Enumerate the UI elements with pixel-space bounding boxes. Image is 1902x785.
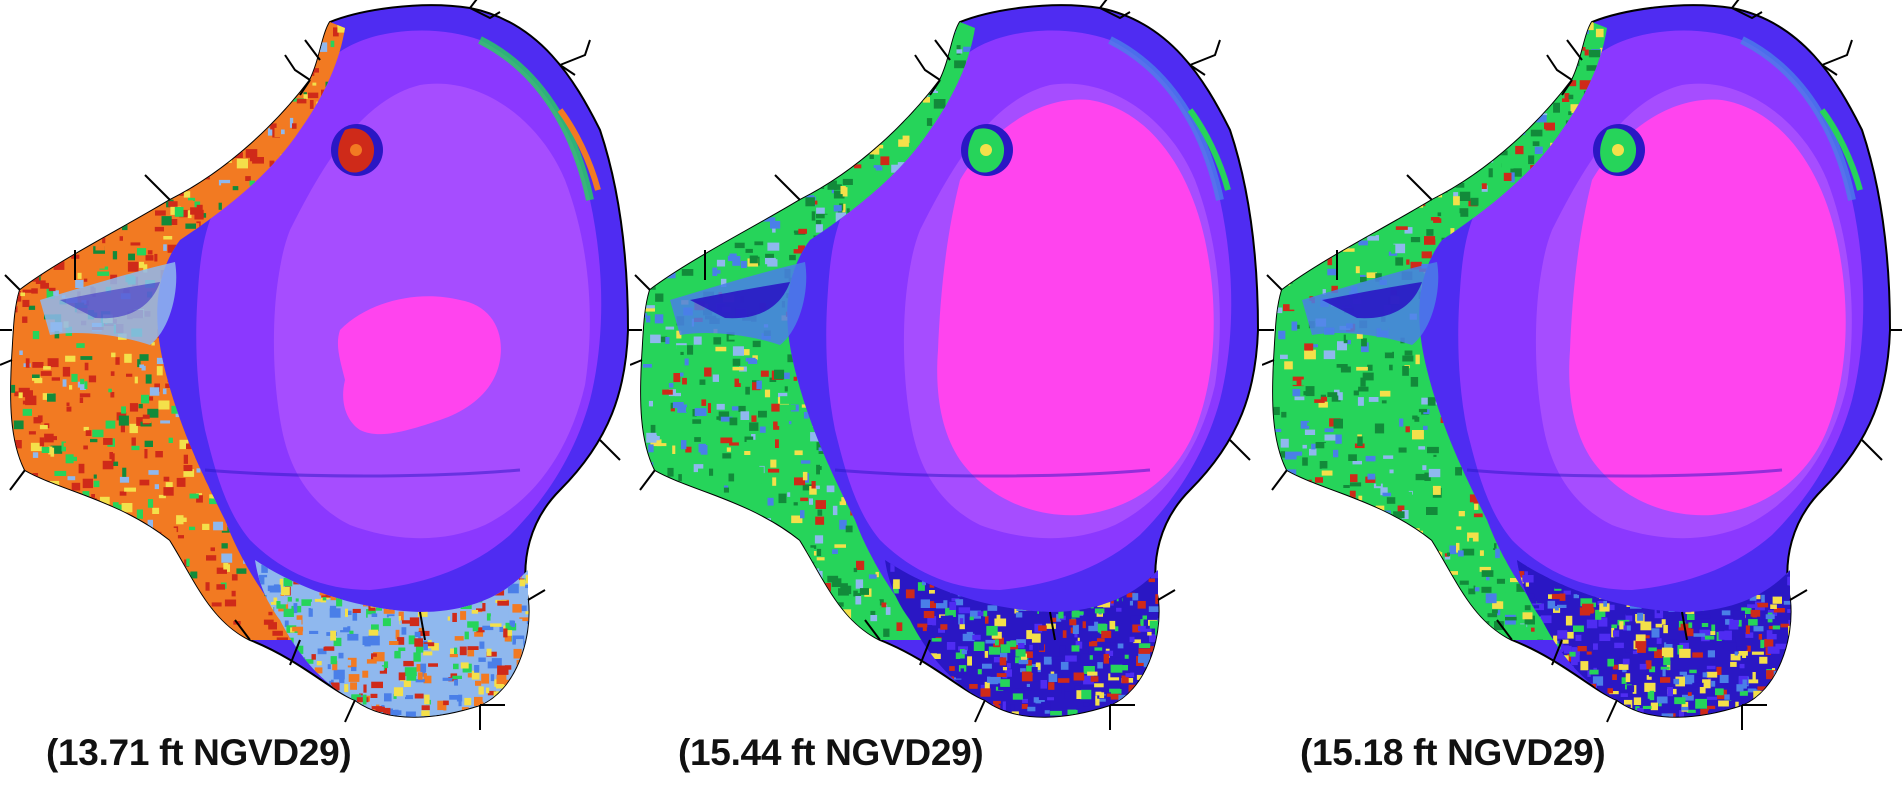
stage-caption-1: (13.71 ft NGVD29) xyxy=(46,732,352,773)
island xyxy=(1593,124,1645,176)
island xyxy=(331,124,383,176)
stage-caption-2: (15.44 ft NGVD29) xyxy=(678,732,984,773)
canal-lines xyxy=(630,0,1270,730)
lake-body xyxy=(10,4,630,718)
lake-body xyxy=(640,4,1260,718)
lake-body xyxy=(1272,4,1892,718)
lake-map-panel-1 xyxy=(0,0,640,730)
lake-map-3 xyxy=(1262,0,1902,730)
lake-map-2 xyxy=(630,0,1270,730)
lake-map-panel-3 xyxy=(1262,0,1902,730)
canal-lines xyxy=(1262,0,1902,730)
lake-map-panel-2 xyxy=(630,0,1270,730)
stage-caption-3: (15.18 ft NGVD29) xyxy=(1300,732,1606,773)
lake-map-1 xyxy=(0,0,640,730)
island xyxy=(961,124,1013,176)
